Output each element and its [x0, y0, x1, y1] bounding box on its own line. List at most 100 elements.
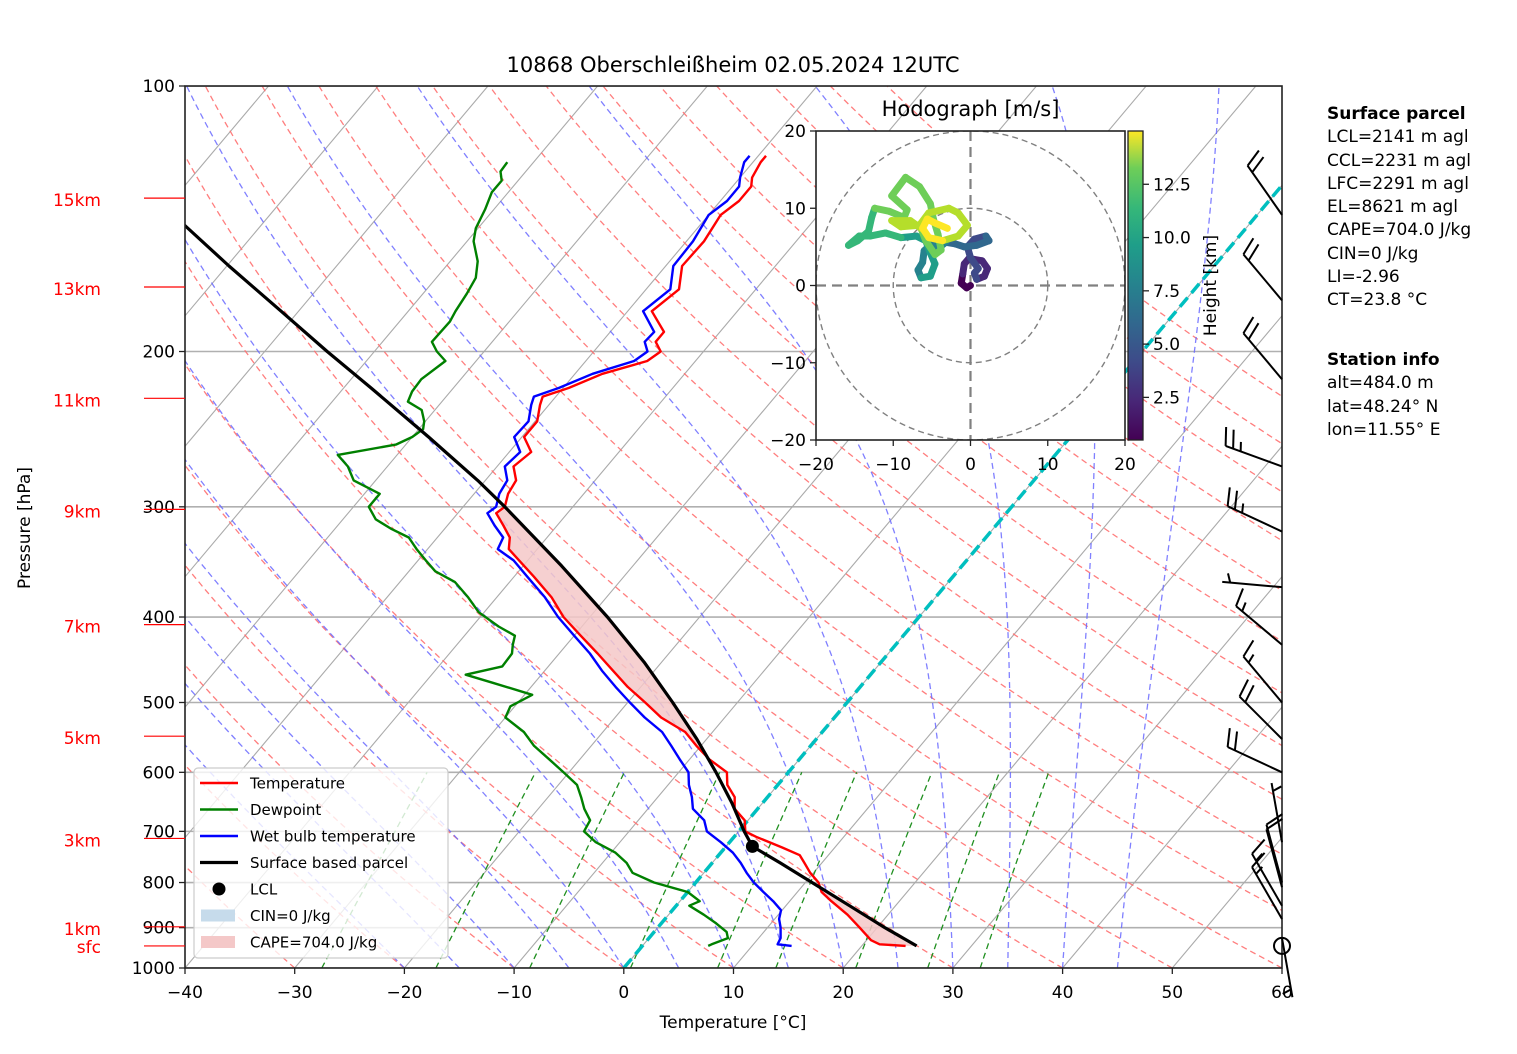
hodograph-plot: [816, 131, 1125, 440]
mixing-ratio-line: [855, 772, 933, 968]
mixing-ratio-line: [435, 772, 537, 968]
hodograph-x-tick-label: 0: [965, 455, 976, 475]
wind-barb: [1281, 937, 1294, 998]
x-tick-label: 50: [1161, 983, 1183, 1003]
hodograph: Hodograph [m/s] −20 −10 0 10 20 20 10 0 −10 −20 2.5…: [770, 97, 1221, 475]
legend-label: LCL: [250, 881, 278, 899]
surface-parcel-lfc: LFC=2291 m agl: [1327, 173, 1469, 194]
x-tick-label: 30: [942, 983, 964, 1003]
wind-barb: [1238, 679, 1283, 740]
surface-parcel-ct: CT=23.8 °C: [1327, 290, 1428, 311]
temperature-line: [495, 155, 906, 948]
dry-adiabat: [185, 363, 844, 968]
x-axis-label: Temperature [°C]: [659, 1013, 807, 1033]
barb-flag: [1251, 852, 1266, 868]
station-info-panel: Station info alt=484.0 m lat=48.24° N lo…: [1327, 349, 1440, 442]
x-tick-label: 0: [618, 983, 629, 1003]
wind-barb: [1270, 782, 1283, 843]
colorbar-tick-label: 12.5: [1153, 175, 1191, 195]
wind-barb: [1265, 818, 1283, 888]
barb-flag: [1244, 684, 1255, 703]
x-tick-label: 20: [832, 983, 854, 1003]
barb-flag: [1265, 818, 1283, 831]
wind-barb: [1242, 316, 1283, 380]
dewpoint-line: [336, 161, 730, 947]
barb-shaft: [1242, 655, 1283, 704]
barb-shaft: [1235, 605, 1283, 646]
barb-flag: [1265, 813, 1283, 826]
moist-adiabat: [185, 615, 515, 968]
wind-barb: [1224, 426, 1283, 468]
barb-shaft: [1265, 829, 1283, 888]
barb-shaft: [1265, 824, 1283, 883]
barb-flag: [1246, 149, 1260, 167]
hodograph-title: Hodograph [m/s]: [882, 97, 1060, 121]
wind-barb: [1246, 149, 1283, 216]
barb-half-flag: [1241, 602, 1247, 612]
colorbar-tick-label: 7.5: [1153, 282, 1180, 302]
dry-adiabat: [185, 464, 734, 968]
legend-label: CAPE=704.0 J/kg: [250, 934, 377, 952]
legend-label: Surface based parcel: [250, 854, 408, 872]
colorbar-tick-label: 10.0: [1153, 229, 1191, 249]
mixing-ratio-line: [775, 772, 858, 968]
barb-half-flag: [1272, 785, 1282, 792]
barb-shaft: [1270, 782, 1283, 843]
barb-shaft: [1281, 937, 1294, 998]
mixing-ratio-line: [629, 772, 721, 968]
dry-adiabat: [185, 260, 954, 968]
y-tick-label: 1000: [132, 959, 175, 979]
sounding-profiles: [185, 155, 918, 948]
dry-adiabat: [185, 154, 1063, 968]
barb-shaft: [1246, 165, 1283, 216]
y-tick-label: 500: [143, 693, 175, 713]
legend-swatch-patch: [201, 909, 235, 922]
barb-half-flag: [1241, 503, 1245, 514]
height-label: 5km: [64, 729, 101, 749]
surface-parcel-el: EL=8621 m agl: [1327, 197, 1459, 218]
isotherm-line: [733, 314, 1282, 968]
height-label: 1km: [64, 920, 101, 940]
legend-label: CIN=0 J/kg: [250, 907, 331, 925]
hodograph-x-tick-label: 20: [1114, 455, 1136, 475]
height-label: 15km: [53, 191, 101, 211]
x-axis-ticks: −40 −30 −20 −10 0 10 20 30 40 50 60: [167, 968, 1293, 1003]
barb-flag: [1238, 679, 1249, 698]
y-tick-label: 100: [143, 77, 175, 97]
height-label: 7km: [64, 618, 101, 638]
barb-flag: [1232, 429, 1235, 449]
y-tick-label: 900: [143, 919, 175, 939]
isotherm-line: [842, 445, 1282, 968]
wind-barb: [1265, 813, 1283, 883]
station-latitude: lat=48.24° N: [1327, 396, 1439, 417]
legend-label: Dewpoint: [250, 801, 321, 819]
barb-shaft: [1251, 866, 1283, 920]
surface-parcel-lcl: LCL=2141 m agl: [1327, 127, 1469, 148]
hodograph-y-tick-label: 10: [784, 199, 806, 219]
y-tick-label: 400: [143, 608, 175, 628]
moist-adiabat: [1116, 86, 1220, 968]
y-tick-label: 800: [143, 874, 175, 894]
y-tick-label: 300: [143, 498, 175, 518]
height-label: 13km: [53, 280, 101, 300]
x-tick-label: 40: [1052, 983, 1074, 1003]
barb-half-flag: [1227, 573, 1232, 583]
moist-adiabat: [185, 542, 570, 968]
calm-circle: [1273, 936, 1291, 955]
y-tick-label: 200: [143, 343, 175, 363]
hodograph-y-tick-label: −20: [770, 431, 806, 451]
wind-barbs: [1222, 149, 1294, 998]
wet-bulb-line: [486, 155, 792, 948]
colorbar-tick-label: 5.0: [1153, 335, 1180, 355]
station-altitude: alt=484.0 m: [1327, 373, 1434, 394]
x-tick-label: −30: [277, 983, 313, 1003]
barb-shaft: [1225, 445, 1283, 468]
barb-half-flag: [1282, 988, 1292, 995]
y-axis-label: Pressure [hPa]: [15, 467, 35, 589]
legend-swatch-marker: [212, 882, 226, 896]
mixing-ratio-line: [979, 772, 1050, 968]
mixing-ratio-line: [927, 772, 1001, 968]
colorbar-label: Height [km]: [1201, 235, 1221, 336]
barb-flag: [1251, 838, 1266, 855]
